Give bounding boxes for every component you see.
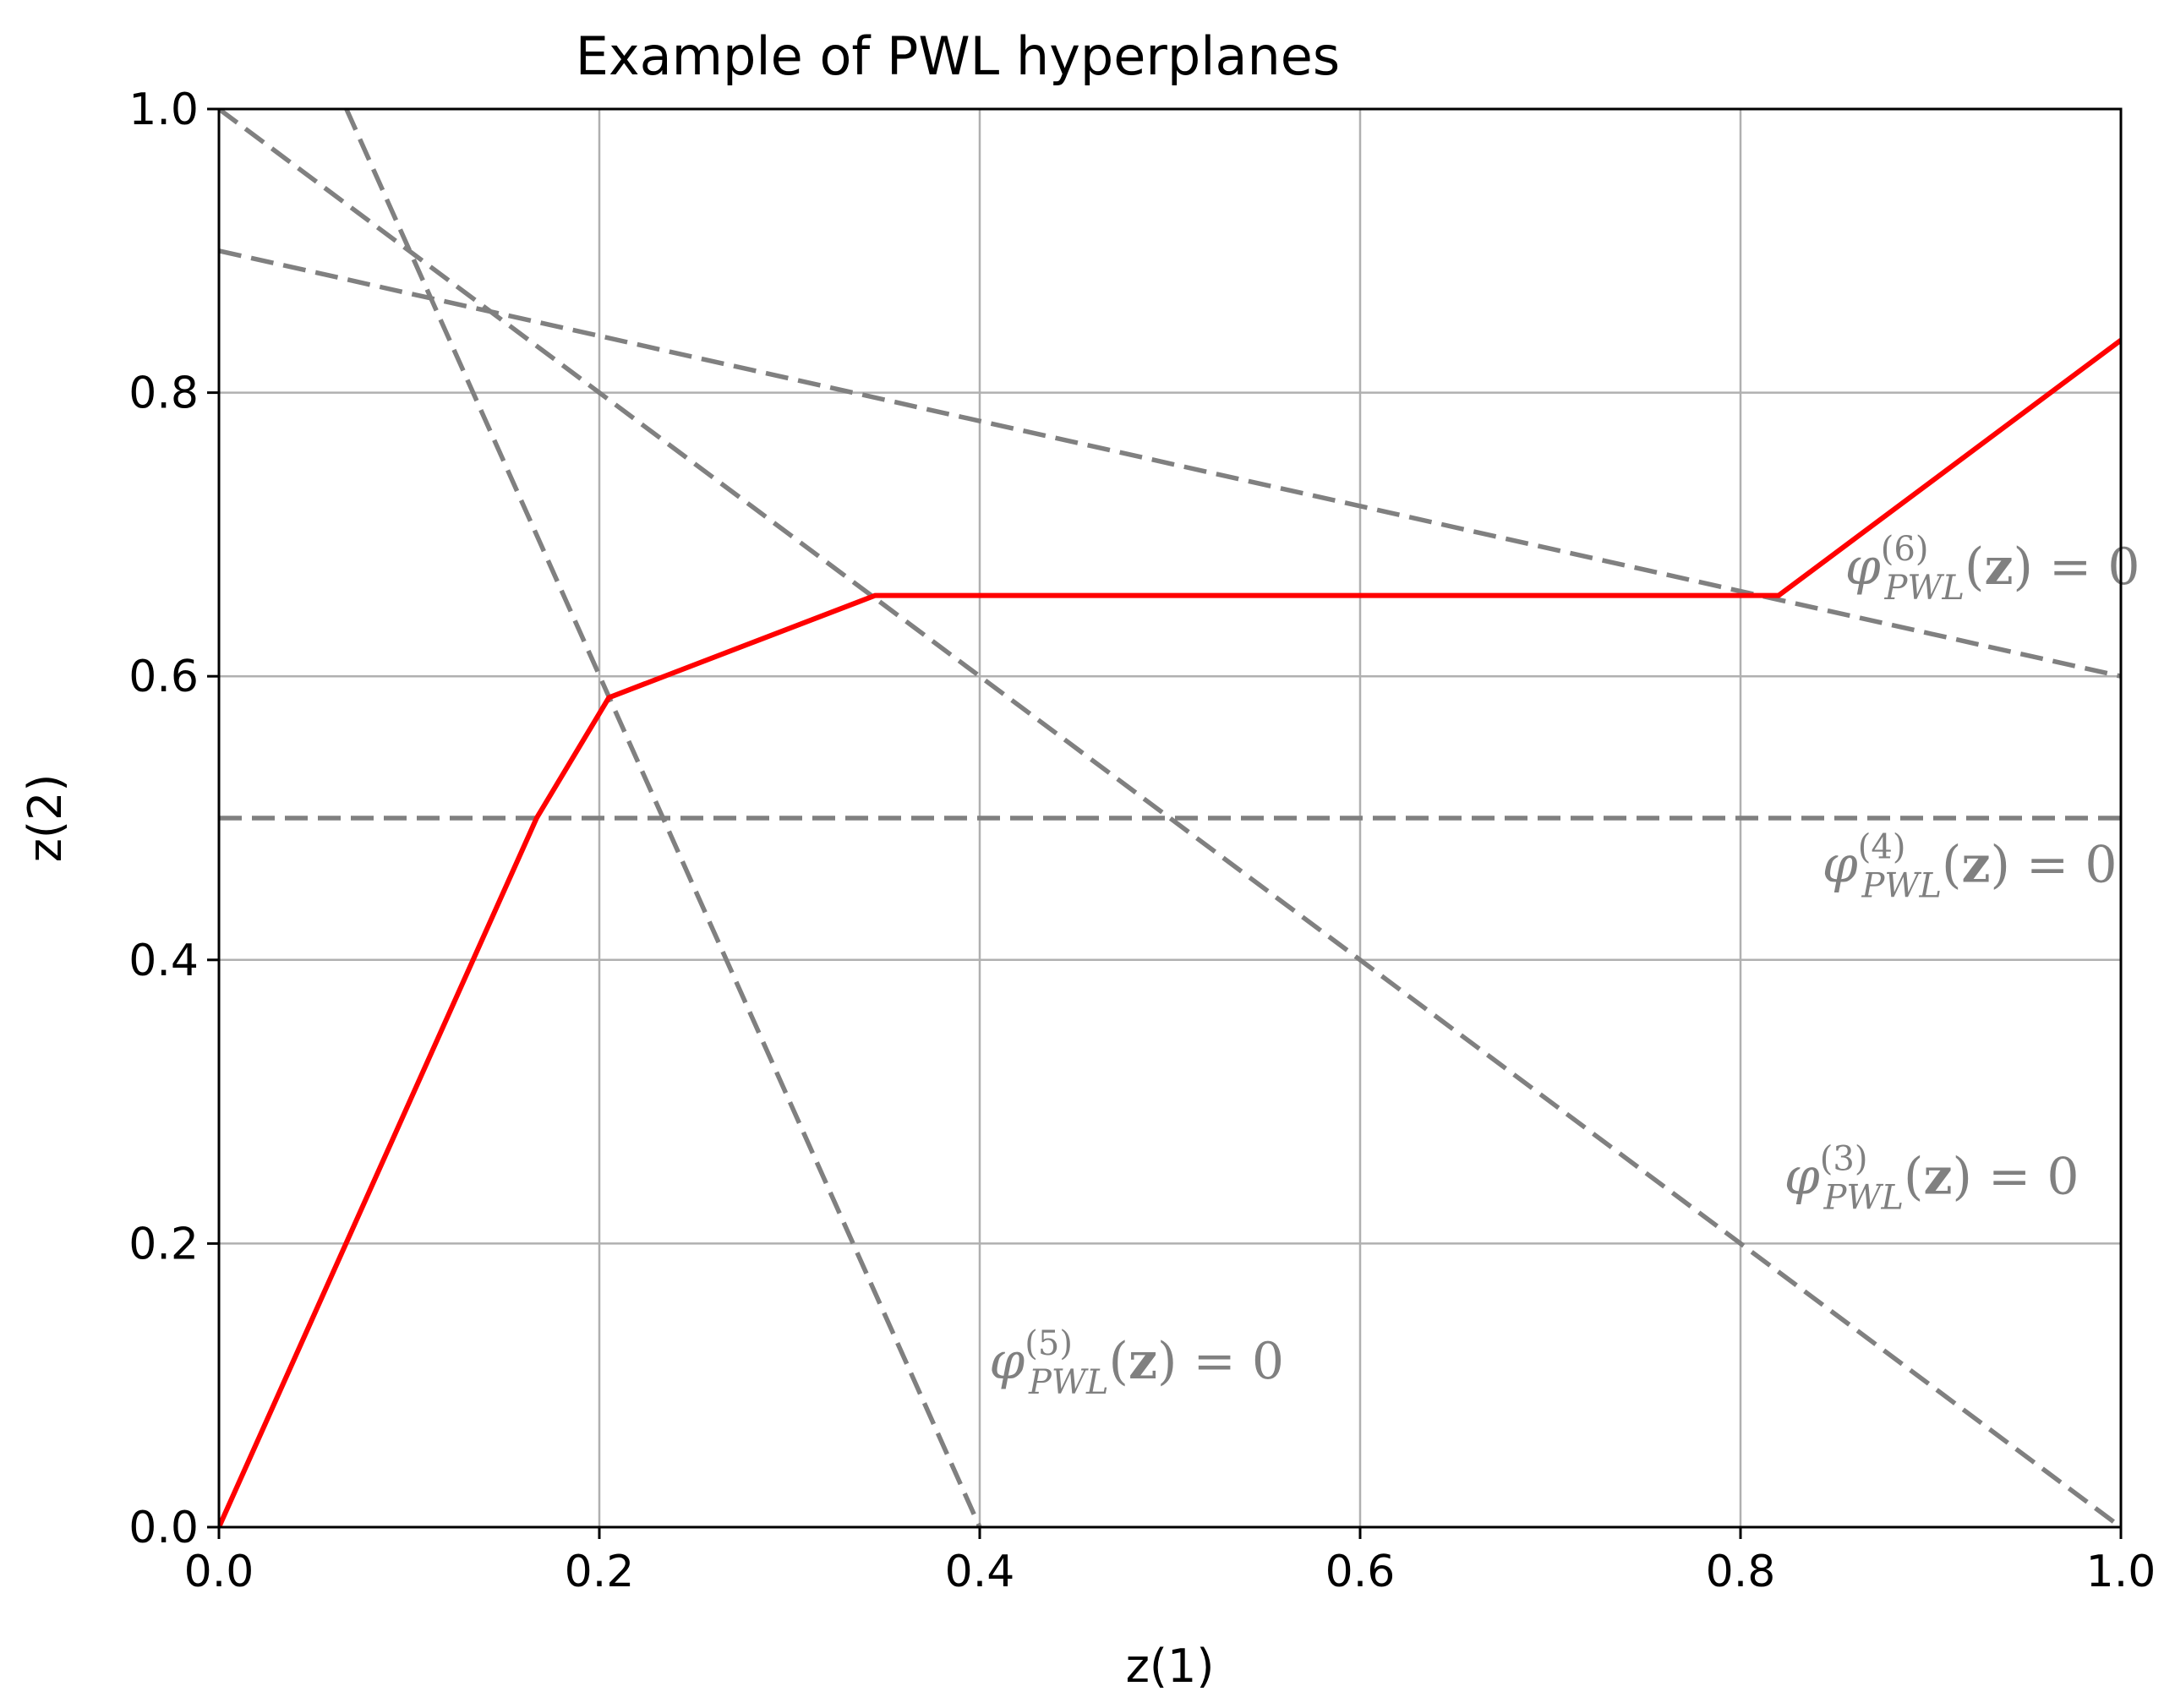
x-tick-label: 0.0 xyxy=(184,1547,254,1597)
x-axis-label: z(1) xyxy=(1126,1640,1215,1693)
y-tick-label: 1.0 xyxy=(128,85,199,135)
y-tick-label: 0.6 xyxy=(128,652,199,702)
x-tick-label: 0.2 xyxy=(565,1547,635,1597)
series-line-pwl-function xyxy=(219,338,2121,1527)
x-tick-label: 0.6 xyxy=(1325,1547,1396,1597)
series-line-hyperplane-5 xyxy=(344,109,982,1527)
annotation-ann3: φ(3) PWL(z) = 0 xyxy=(1784,1140,2079,1218)
annotation-ann5: φ(5) PWL(z) = 0 xyxy=(989,1324,1284,1402)
y-tick-label: 0.0 xyxy=(128,1503,199,1553)
y-tick-label: 0.8 xyxy=(128,368,199,419)
plot-frame xyxy=(217,107,2123,1529)
y-tick-label: 0.2 xyxy=(128,1219,199,1269)
annotations-layer: φ(6) PWL(z) = 0 φ(4) PWL(z) = 0 φ(3) PWL(z) =… xyxy=(989,530,2139,1402)
x-tick-label: 1.0 xyxy=(2086,1547,2156,1597)
y-axis-label: z(2) xyxy=(19,774,72,863)
x-tick-label: 0.4 xyxy=(945,1547,1015,1597)
annotation-ann4: φ(4) PWL(z) = 0 xyxy=(1823,828,2118,906)
annotation-ann6: φ(6) PWL(z) = 0 xyxy=(1845,530,2140,608)
series-line-hyperplane-6 xyxy=(219,248,2121,679)
y-axis: 0.0 0.2 0.4 0.6 0.8 1.0 xyxy=(128,85,219,1553)
x-tick-label: 0.8 xyxy=(1706,1547,1776,1597)
x-axis: 0.0 0.2 0.4 0.6 0.8 1.0 xyxy=(184,1527,2156,1597)
chart-title: Example of PWL hyperplanes xyxy=(576,25,1340,87)
y-tick-label: 0.4 xyxy=(128,936,199,986)
series-layer xyxy=(219,109,2121,1527)
